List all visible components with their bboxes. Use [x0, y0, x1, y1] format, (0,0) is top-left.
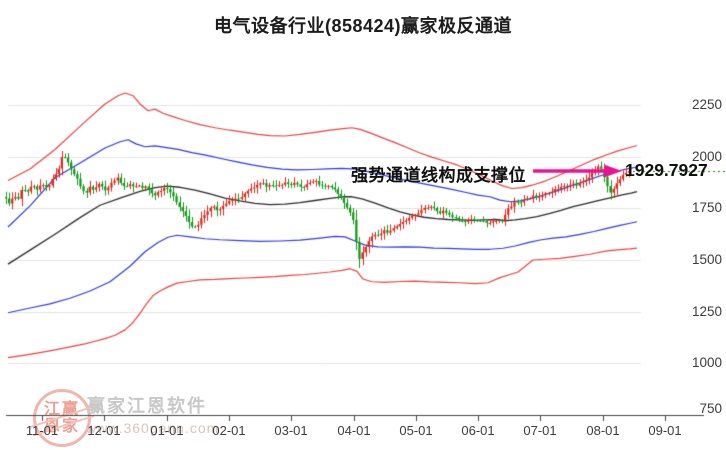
- x-tick-label: 11-01: [25, 423, 59, 438]
- x-tick-label: 12-01: [87, 423, 121, 438]
- x-tick-label: 07-01: [523, 423, 557, 438]
- x-tick-label: 09-01: [648, 423, 682, 438]
- x-tick-label: 01-01: [150, 423, 184, 438]
- y-tick-label: 2250: [691, 97, 722, 112]
- y-tick-label: 1250: [691, 303, 722, 319]
- support-annotation-text: 强势通道线构成支撑位: [351, 166, 526, 185]
- y-tick-label: 1000: [691, 355, 722, 371]
- chart-title: 电气设备行业(858424)赢家极反通道: [213, 16, 513, 36]
- x-tick-label: 03-01: [274, 423, 308, 438]
- y-tick-label: 750: [699, 401, 722, 417]
- x-tick-label: 04-01: [337, 423, 371, 438]
- y-tick-label: 1500: [691, 252, 722, 268]
- y-tick-label: 2000: [691, 148, 722, 164]
- x-tick-label: 05-01: [399, 423, 433, 438]
- y-tick-label: 1750: [691, 200, 722, 216]
- x-tick-label: 06-01: [461, 423, 495, 438]
- last-price-label: 1929.7927: [625, 160, 708, 180]
- x-tick-label: 08-01: [586, 423, 620, 438]
- x-tick-label: 02-01: [212, 423, 246, 438]
